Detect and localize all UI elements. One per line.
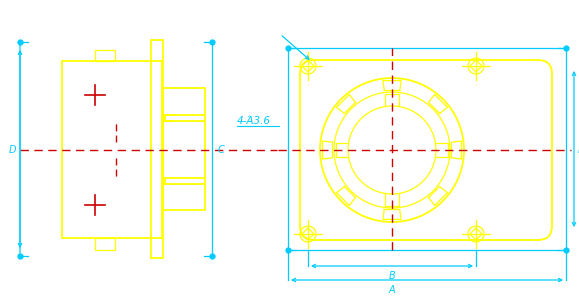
Text: C: C [218, 145, 225, 155]
Text: D: D [8, 145, 16, 155]
Bar [95, 238, 115, 250]
Bar [151, 40, 163, 258]
Bar [62, 61, 162, 238]
Bar [163, 88, 205, 210]
Text: 4-Ά3.6: 4-Ά3.6 [237, 116, 271, 126]
Bar [95, 50, 115, 61]
Text: A: A [389, 285, 395, 295]
Text: B: B [578, 145, 579, 155]
Text: B: B [389, 271, 395, 281]
